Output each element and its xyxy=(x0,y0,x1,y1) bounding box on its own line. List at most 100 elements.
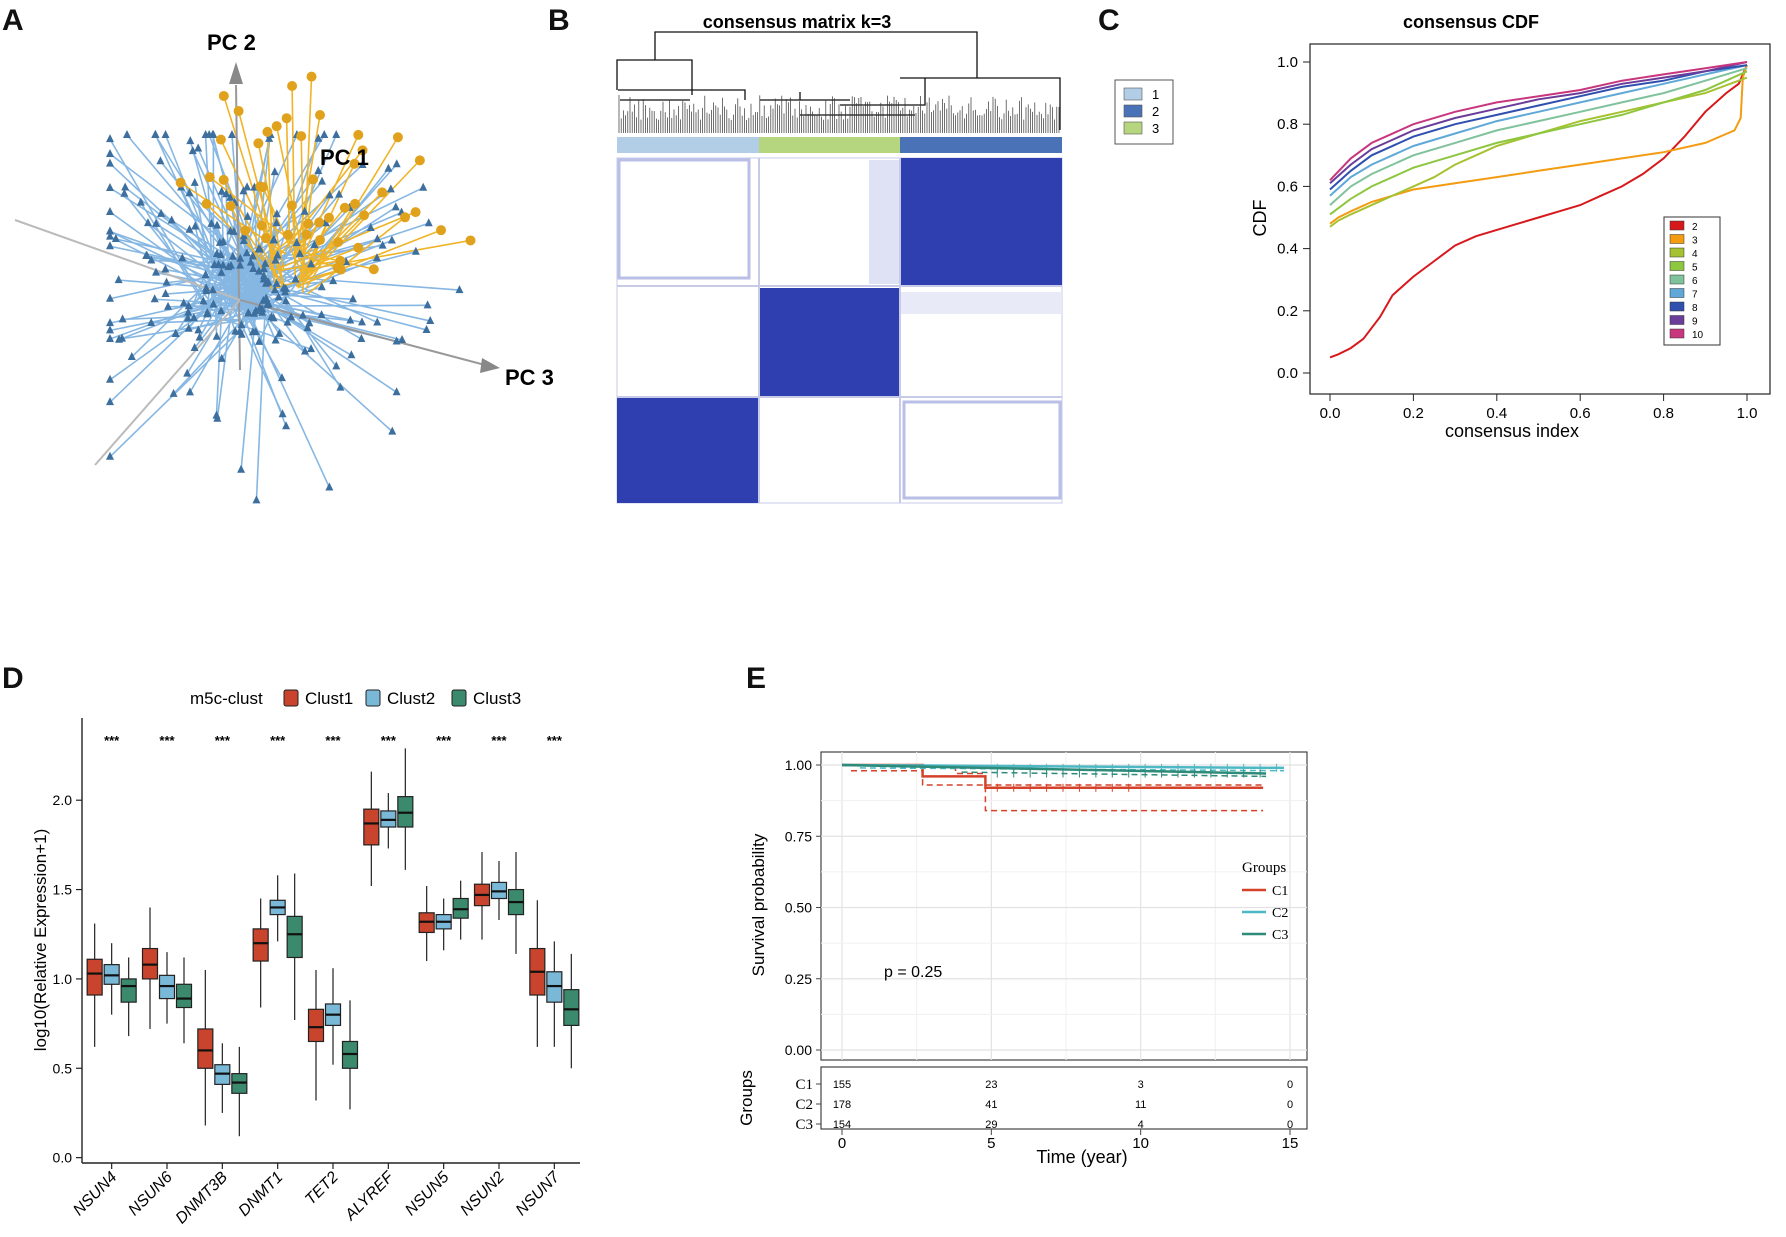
pca-point-group-2 xyxy=(256,220,267,231)
box-clust3 xyxy=(563,989,580,1026)
pca-spoke-group-2 xyxy=(300,239,471,272)
risk-table-frame xyxy=(820,1066,1308,1130)
pca-point-group-2 xyxy=(315,109,326,120)
pca-spoke xyxy=(126,134,242,271)
pca-spoke xyxy=(236,285,257,333)
pca-point-group-1 xyxy=(320,130,329,138)
km-x-ticks: 0 5 10 15 xyxy=(838,1129,1298,1152)
pca-point-group-1 xyxy=(269,313,278,322)
pca-point-group-1 xyxy=(272,278,281,287)
pca-point-group-1 xyxy=(190,177,199,186)
pca-point-group-2 xyxy=(306,71,317,82)
pca-point-group-1 xyxy=(202,286,211,295)
pca-point-group-1 xyxy=(216,250,225,259)
pca-point-group-1 xyxy=(255,336,264,345)
box-clust1 xyxy=(252,928,269,962)
pca-point-group-1 xyxy=(203,309,212,318)
pca-point-group-2 xyxy=(201,198,212,209)
panel-label-d: D xyxy=(2,662,24,695)
pca-point-group-1 xyxy=(248,251,257,260)
pca-point-group-1 xyxy=(392,336,401,345)
pca-point-group-1 xyxy=(272,209,281,218)
pca-point-group-1 xyxy=(183,368,192,377)
pca-point-group-1 xyxy=(274,292,283,301)
panel-label-a: A xyxy=(2,4,24,37)
pca-point-group-1 xyxy=(188,146,197,155)
pca-point-group-1 xyxy=(270,167,279,176)
cdf-x-tick-label: 0.2 xyxy=(1403,405,1424,422)
pca-point-group-1 xyxy=(106,241,114,250)
pca-point-group-1 xyxy=(281,287,290,296)
pca-point-group-1 xyxy=(325,190,334,199)
pca-spoke xyxy=(180,187,236,312)
cdf-legend-label-k3: 3 xyxy=(1692,236,1698,247)
pca-point-group-1 xyxy=(423,300,432,309)
pca-spoke xyxy=(268,271,378,324)
km-legend-label-c3: C3 xyxy=(1272,928,1288,943)
heatmap-faint-block-1 xyxy=(617,158,751,280)
pca-point-group-1 xyxy=(411,246,420,255)
pca-point-group-1 xyxy=(295,248,304,257)
pca-point-group-2 xyxy=(233,106,244,117)
cdf-line-k9 xyxy=(1329,61,1748,185)
pca-spoke-group-2 xyxy=(307,216,406,295)
significance-marker: *** xyxy=(547,733,563,748)
box-clust1 xyxy=(363,808,380,846)
pca-spoke-group-2 xyxy=(206,203,273,270)
pca-point-group-1 xyxy=(270,235,279,244)
pca-point-group-1 xyxy=(118,333,127,342)
km-legend-label-c2: C2 xyxy=(1272,906,1288,921)
pca-point-group-1 xyxy=(120,188,129,197)
pca-point-group-1 xyxy=(254,244,263,253)
legend-swatch-clust2 xyxy=(365,689,381,707)
pca-point-group-1 xyxy=(252,495,261,504)
pca-spoke-group-2 xyxy=(270,149,364,267)
pca-point-group-1 xyxy=(259,264,268,273)
pca-point-group-2 xyxy=(465,235,476,246)
legend-swatch-clust1 xyxy=(283,689,299,707)
risk-table-group-label: C2 xyxy=(795,1097,813,1113)
pca-point-group-2 xyxy=(315,234,326,245)
pca-point-group-1 xyxy=(151,218,160,227)
pca-point-group-1 xyxy=(121,182,130,191)
km-frame xyxy=(820,751,1308,1061)
pc2-axis-arrow xyxy=(229,62,243,84)
pca-point-group-1 xyxy=(185,188,194,197)
pca-point-group-1 xyxy=(378,240,387,249)
pca-point-group-1 xyxy=(151,267,160,276)
dendro-right-branch xyxy=(900,77,1061,130)
heatmap-block-cluster-1 xyxy=(617,398,759,503)
pca-point-group-1 xyxy=(178,253,187,262)
panel-label-c: C xyxy=(1098,4,1120,37)
pca-point-group-2 xyxy=(281,113,292,124)
pca-point-group-2 xyxy=(175,177,186,188)
legend-label-1: 1 xyxy=(1152,87,1159,102)
pca-point-group-1 xyxy=(329,276,338,285)
boxplot-y-tick-label: 0.0 xyxy=(53,1150,73,1166)
cdf-legend-swatch-k10 xyxy=(1669,328,1685,339)
pca-point-group-1 xyxy=(205,130,214,138)
significance-marker: *** xyxy=(215,733,231,748)
pca-point-group-1 xyxy=(185,387,194,396)
km-ticks: 0.00 0.25 0.50 0.75 1.00 xyxy=(785,757,821,1058)
pca-point-group-2 xyxy=(253,138,264,149)
pca-spoke xyxy=(264,304,428,307)
pca-point-group-1 xyxy=(263,299,272,308)
pca-point-group-1 xyxy=(222,189,231,198)
cdf-legend-label-k7: 7 xyxy=(1692,290,1698,301)
km-curves xyxy=(841,763,1285,812)
legend-label-clust1: Clust1 xyxy=(305,689,353,708)
pca-point-group-1 xyxy=(300,346,309,355)
pca-point-group-1 xyxy=(287,312,296,321)
pca-point-group-2 xyxy=(301,229,312,240)
dendro-right-sub xyxy=(840,78,926,106)
dendrogram-leaves xyxy=(618,95,1060,133)
pca-point-group-1 xyxy=(317,282,326,291)
pca-spoke-group-2 xyxy=(274,211,416,271)
cdf-legend-label-k6: 6 xyxy=(1692,276,1698,287)
pca-point-group-1 xyxy=(106,451,114,460)
risk-table-count: 29 xyxy=(985,1119,997,1131)
pca-point-group-2 xyxy=(218,90,229,101)
